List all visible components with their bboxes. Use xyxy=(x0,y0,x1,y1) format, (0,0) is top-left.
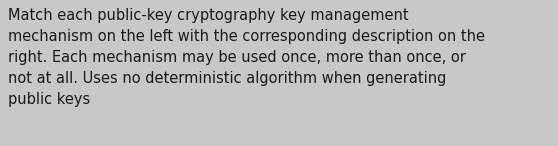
Text: Match each public-key cryptography key management
mechanism on the left with the: Match each public-key cryptography key m… xyxy=(8,8,485,107)
